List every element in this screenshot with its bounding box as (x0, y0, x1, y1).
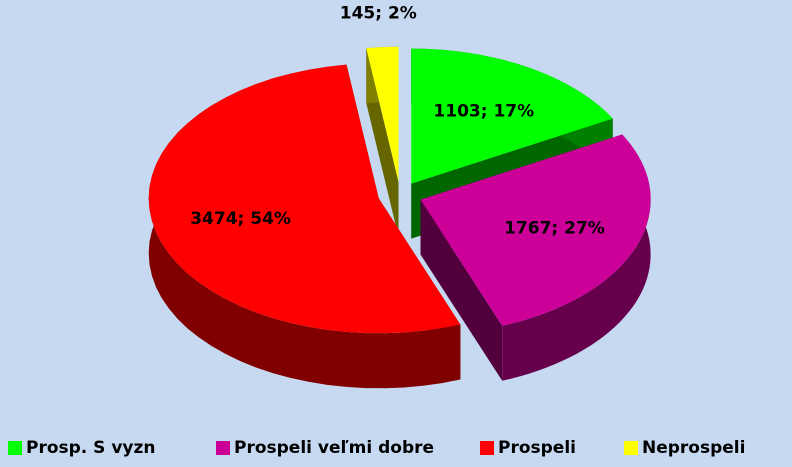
legend-label: Prospeli veľmi dobre (234, 438, 434, 458)
slice (148, 64, 461, 334)
slice (411, 48, 613, 184)
slice-side (420, 199, 503, 381)
data-label: 3474; 54% (190, 209, 291, 229)
legend-swatch (216, 441, 230, 455)
legend-swatch (480, 441, 494, 455)
legend-label: Prospeli (498, 438, 576, 458)
legend-label: Neprospeli (642, 438, 745, 458)
slice (420, 134, 651, 326)
slice (366, 46, 399, 182)
legend-label: Prosp. S vyzn (26, 438, 156, 458)
data-label: 1103; 17% (433, 102, 534, 122)
slice-side (502, 134, 651, 381)
legend-swatch (624, 441, 638, 455)
legend-swatch (8, 441, 22, 455)
data-label: 145; 2% (340, 3, 417, 23)
data-label: 1767; 27% (504, 218, 605, 238)
